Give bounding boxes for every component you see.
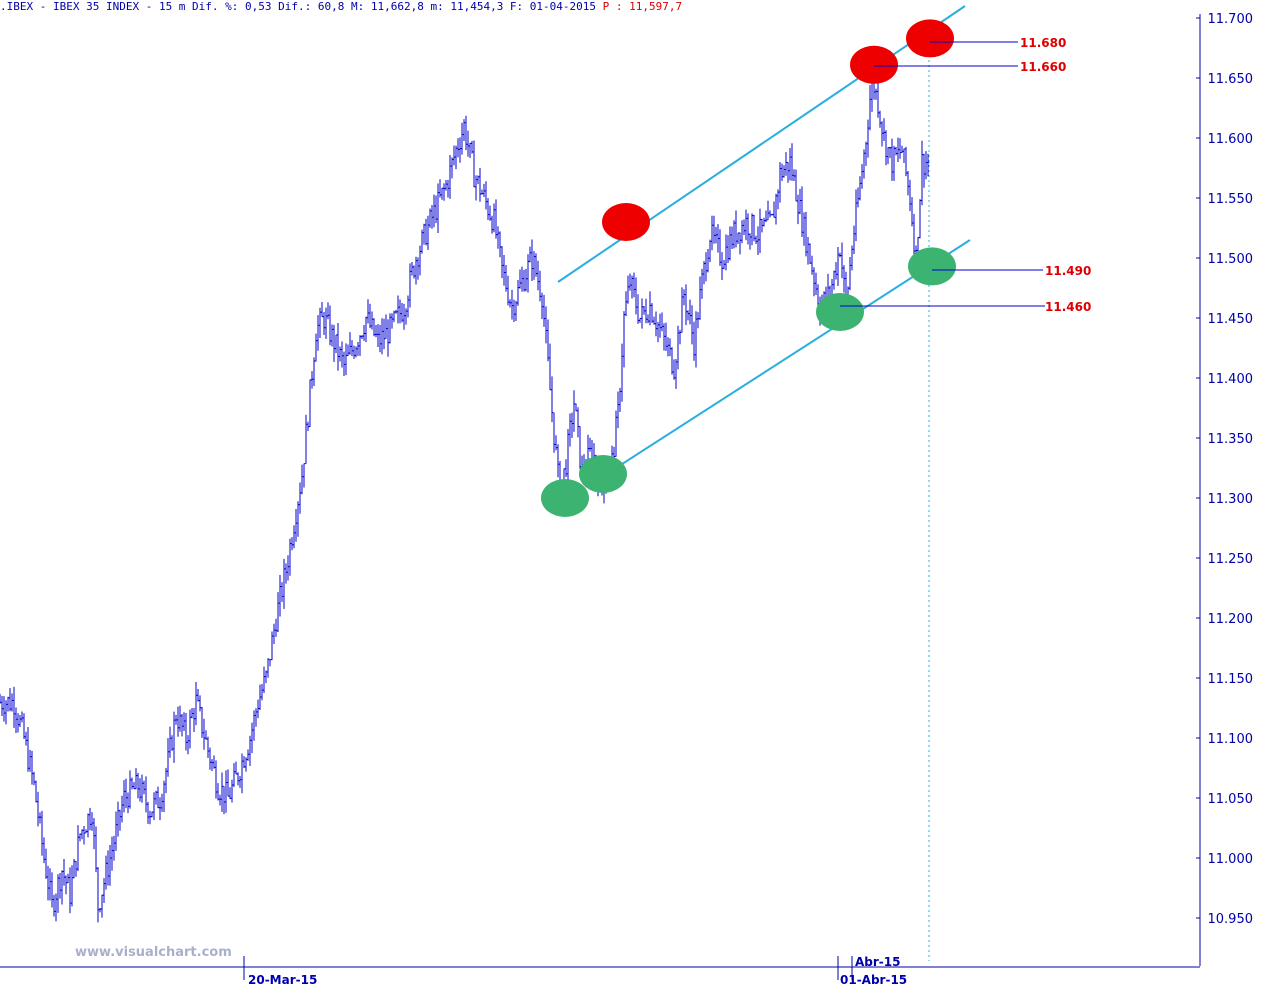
level-label: 11.490 xyxy=(1045,264,1091,278)
y-tick-label: 11.150 xyxy=(1208,672,1254,687)
y-tick-label: 11.300 xyxy=(1208,492,1254,507)
y-tick-label: 11.350 xyxy=(1208,432,1254,447)
channel-line-upper xyxy=(557,5,966,283)
resistance-marker xyxy=(906,19,954,58)
ohlc-bars xyxy=(0,61,930,923)
y-tick-label: 11.650 xyxy=(1208,72,1254,87)
support-marker xyxy=(816,293,864,331)
y-tick-label: 11.450 xyxy=(1208,312,1254,327)
chart-header: .IBEX - IBEX 35 INDEX - 15 m Dif. %: 0,5… xyxy=(0,0,682,14)
y-tick-label: 11.200 xyxy=(1208,612,1254,627)
y-tick-label: 11.250 xyxy=(1208,552,1254,567)
y-tick-label: 11.550 xyxy=(1208,192,1254,207)
y-tick-label: 11.100 xyxy=(1208,732,1254,747)
y-tick-label: 11.700 xyxy=(1208,12,1254,27)
y-tick-label: 11.500 xyxy=(1208,252,1254,267)
watermark: www.visualchart.com xyxy=(75,945,232,960)
channel-line-lower xyxy=(587,239,971,487)
y-tick-label: 11.050 xyxy=(1208,792,1254,807)
x-tick-label: 01-Abr-15 xyxy=(840,973,907,987)
x-tick-label: Abr-15 xyxy=(855,955,900,969)
y-tick-label: 10.950 xyxy=(1208,912,1254,927)
y-tick-label: 11.000 xyxy=(1208,852,1254,867)
y-tick-label: 11.400 xyxy=(1208,372,1254,387)
resistance-marker xyxy=(850,45,898,84)
instrument-info: .IBEX - IBEX 35 INDEX - 15 m Dif. %: 0,5… xyxy=(0,0,597,13)
last-price: P : 11,597,7 xyxy=(602,0,683,13)
x-tick-label: 20-Mar-15 xyxy=(248,973,317,987)
resistance-marker xyxy=(602,203,650,241)
level-label: 11.660 xyxy=(1020,60,1066,74)
y-tick-label: 11.600 xyxy=(1208,132,1254,147)
level-label: 11.460 xyxy=(1045,300,1091,314)
support-marker xyxy=(579,455,627,493)
level-label: 11.680 xyxy=(1020,36,1066,50)
support-marker xyxy=(541,479,589,517)
support-marker xyxy=(908,247,956,286)
